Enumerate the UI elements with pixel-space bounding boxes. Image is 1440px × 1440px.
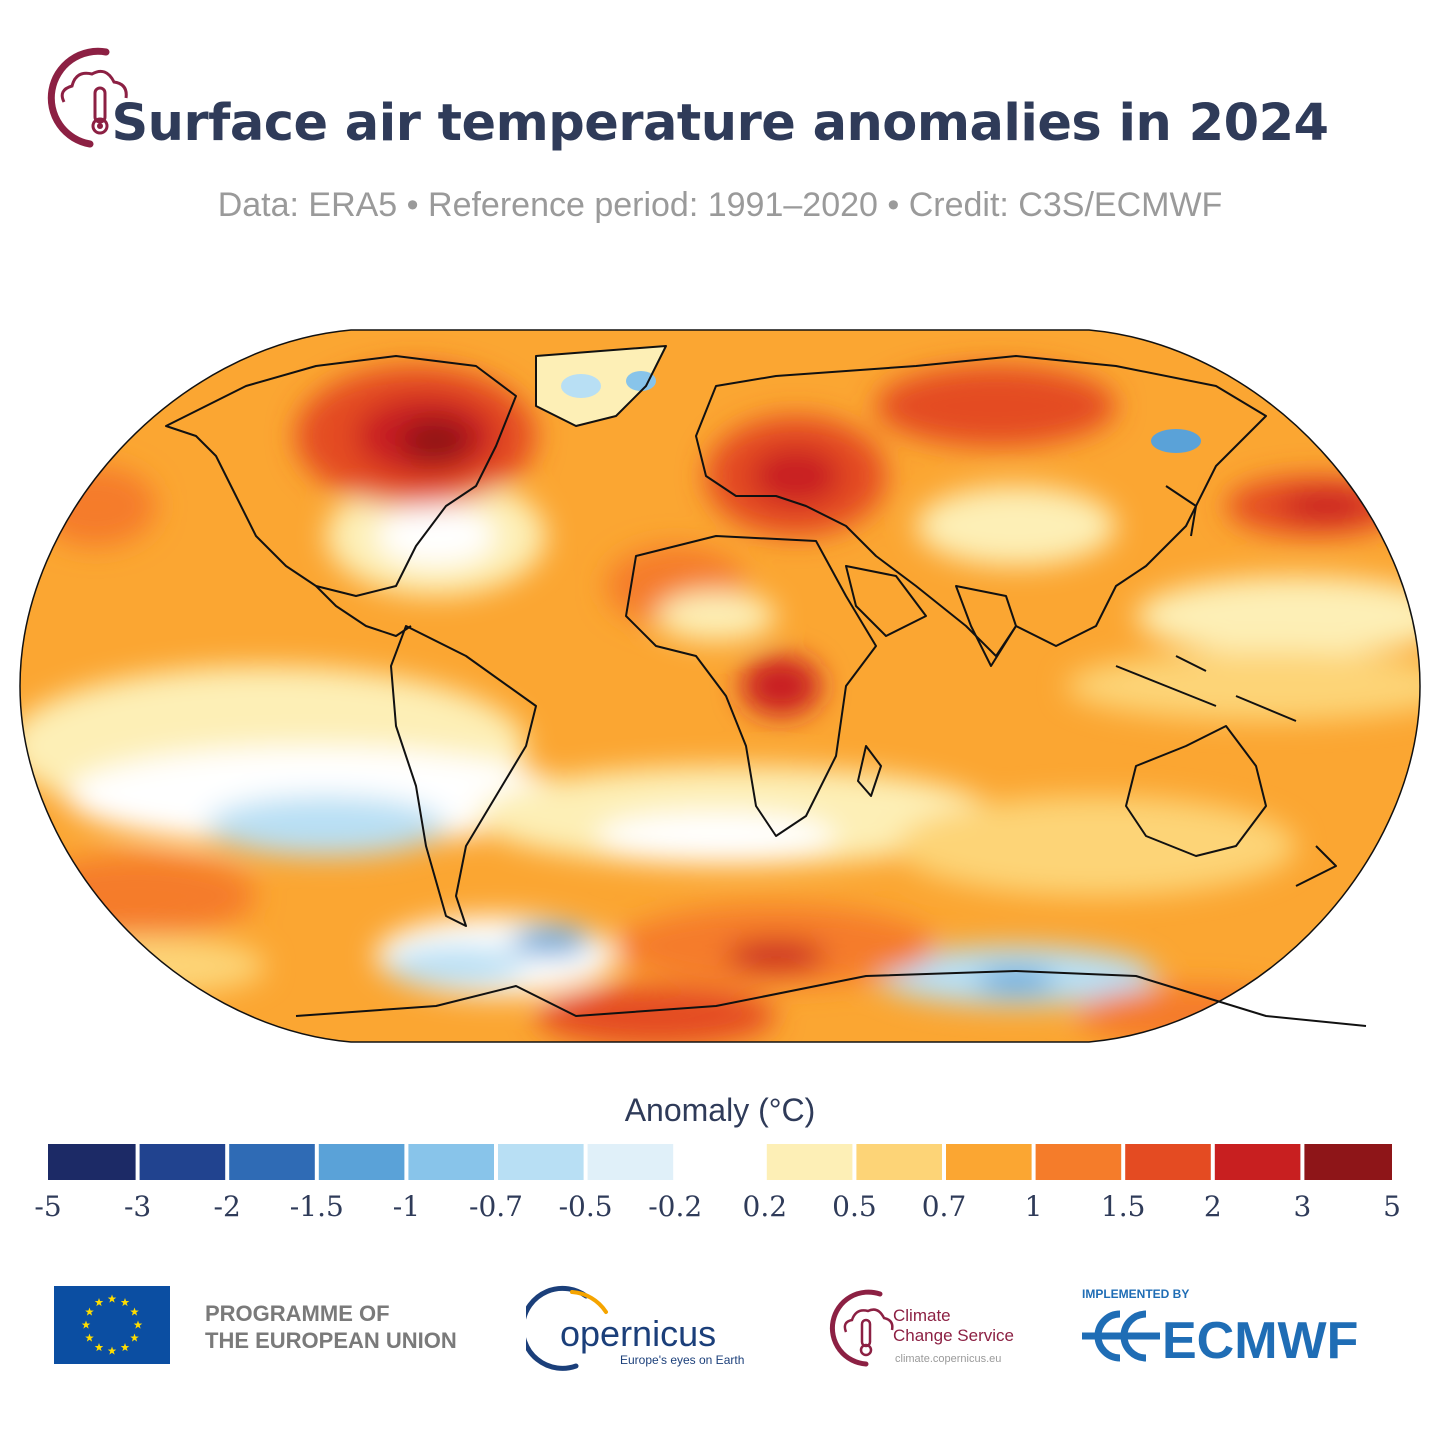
eu-star-icon xyxy=(94,1343,104,1352)
colorbar-tick-label: -5 xyxy=(34,1190,61,1223)
colorbar-segment xyxy=(408,1144,494,1180)
anomaly-field xyxy=(20,330,1420,1042)
eu-line-2: THE EUROPEAN UNION xyxy=(205,1328,457,1353)
c3s-logo-icon xyxy=(829,1289,894,1367)
eu-line-1: PROGRAMME OF xyxy=(205,1301,390,1326)
colorbar-segment xyxy=(48,1144,136,1180)
ecmwf-symbol-icon xyxy=(1082,1310,1160,1362)
colorbar-tick-label: -2 xyxy=(214,1190,241,1223)
colorbar-segment xyxy=(587,1144,674,1180)
coastlines xyxy=(165,345,1367,1027)
eu-star-icon xyxy=(85,1333,94,1342)
colorbar-segment xyxy=(766,1144,853,1180)
colorbar-segment xyxy=(1125,1144,1211,1180)
colorbar-tick-label: 0.7 xyxy=(922,1190,967,1223)
page-title: Surface air temperature anomalies in 202… xyxy=(111,94,1329,153)
copernicus-tagline: Europe's eyes on Earth xyxy=(620,1353,744,1367)
colorbar-tick-label: 5 xyxy=(1383,1190,1401,1223)
colorbar-segment xyxy=(677,1144,763,1180)
colorbar-tick-label: 0.5 xyxy=(832,1190,877,1223)
colorbar-segment xyxy=(229,1144,315,1180)
colorbar-segment xyxy=(856,1144,942,1180)
colorbar-tick-label: 3 xyxy=(1293,1190,1311,1223)
eu-star-icon xyxy=(81,1320,91,1329)
ecmwf-logo: ECMWF xyxy=(1082,1310,1358,1366)
eu-star-icon xyxy=(85,1307,94,1316)
page-subtitle: Data: ERA5 • Reference period: 1991–2020… xyxy=(217,186,1223,224)
colorbar-tick-label: 1 xyxy=(1025,1190,1043,1223)
copernicus-logo: opernicus Europe's eyes on Earth xyxy=(526,1285,744,1371)
colorbar-tick-label: -0.7 xyxy=(469,1190,523,1223)
c3s-thermometer-cloud-icon xyxy=(47,47,128,148)
colorbar-segment xyxy=(498,1144,584,1180)
colorbar-tick-label: 2 xyxy=(1204,1190,1222,1223)
colorbar-tick-label: -0.5 xyxy=(559,1190,613,1223)
footer-logos: PROGRAMME OF THE EUROPEAN UNION opernicu… xyxy=(0,1270,1440,1380)
eu-flag-icon xyxy=(54,1286,170,1364)
c3s-line-1: Climate xyxy=(893,1306,951,1325)
colorbar-title: Anomaly (°C) xyxy=(624,1092,816,1128)
anomaly-world-map xyxy=(19,329,1421,1043)
eu-star-icon xyxy=(94,1297,104,1307)
colorbar-tick-label: -1 xyxy=(393,1190,420,1223)
copernicus-name: opernicus xyxy=(560,1313,716,1354)
colorbar-segment xyxy=(139,1144,226,1180)
eu-star-icon xyxy=(107,1346,117,1355)
colorbar-tick-label: 0.2 xyxy=(743,1190,788,1223)
colorbar-tick-label: 1.5 xyxy=(1101,1190,1146,1223)
ecmwf-name: ECMWF xyxy=(1162,1312,1358,1366)
colorbar-segment xyxy=(1214,1144,1301,1180)
eu-programme-text: PROGRAMME OF THE EUROPEAN UNION xyxy=(205,1300,457,1354)
colorbar-segment xyxy=(1304,1144,1392,1180)
eu-star-icon xyxy=(107,1294,117,1303)
colorbar: -5 -3 -2 -1.5 -1 -0.7 -0.5 -0.2 0.2 0.5 0.7 1 1.5 2 3 5 xyxy=(34,1144,1401,1223)
colorbar-tick-label: -0.2 xyxy=(648,1190,702,1223)
colorbar-segment xyxy=(1035,1144,1122,1180)
eu-star-icon xyxy=(120,1343,130,1352)
eu-star-icon xyxy=(120,1297,130,1307)
c3s-url: climate.copernicus.eu xyxy=(895,1353,1002,1365)
colorbar-segment xyxy=(946,1144,1032,1180)
eu-star-icon xyxy=(133,1320,143,1329)
c3s-line-2: Change Service xyxy=(893,1326,1014,1345)
map-outline xyxy=(19,329,1421,1043)
colorbar-segment xyxy=(318,1144,405,1180)
colorbar-tick-label: -1.5 xyxy=(290,1190,344,1223)
eu-star-icon xyxy=(130,1307,139,1316)
eu-star-icon xyxy=(130,1333,139,1342)
c3s-name: Climate Change Service xyxy=(893,1306,1014,1346)
ecmwf-implemented-by: IMPLEMENTED BY xyxy=(1082,1287,1190,1301)
colorbar-tick-label: -3 xyxy=(124,1190,151,1223)
